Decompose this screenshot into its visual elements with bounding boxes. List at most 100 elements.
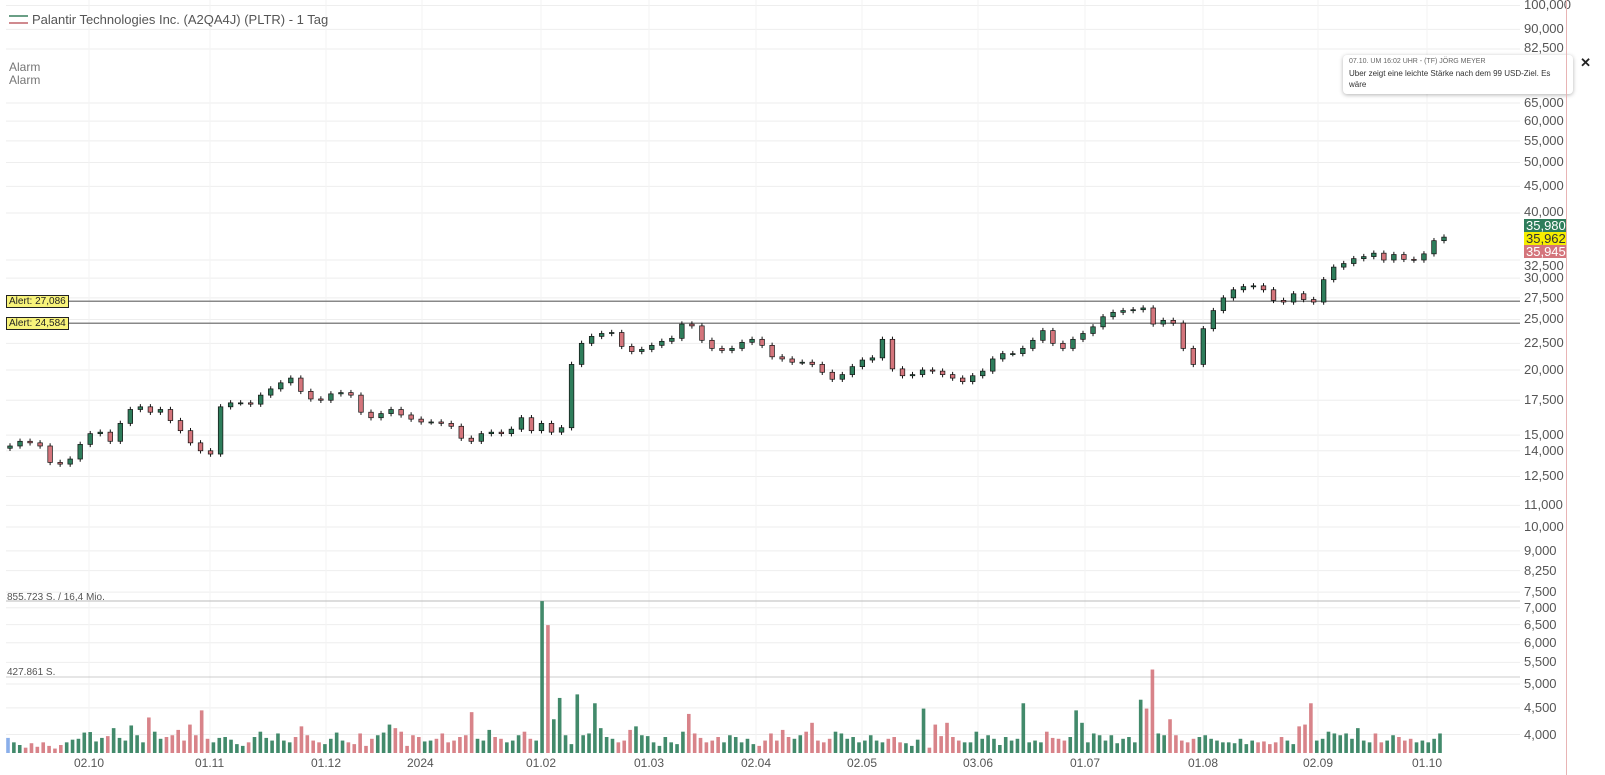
volume-bar bbox=[1209, 738, 1213, 753]
candle bbox=[1240, 286, 1247, 291]
volume-bar bbox=[1003, 737, 1008, 753]
volume-bar bbox=[1402, 740, 1407, 753]
volume-bar bbox=[622, 740, 627, 753]
y-tick-label: 4,500 bbox=[1524, 700, 1557, 715]
volume-bar bbox=[1314, 740, 1319, 753]
candle bbox=[1170, 320, 1176, 324]
candle bbox=[548, 423, 555, 433]
candle bbox=[1270, 289, 1277, 301]
volume-bar bbox=[546, 625, 550, 753]
candle bbox=[1010, 353, 1016, 355]
y-tick-label: 6,500 bbox=[1524, 617, 1557, 632]
volume-bar bbox=[358, 733, 362, 753]
volume-bar bbox=[1103, 740, 1108, 753]
volume-bar bbox=[152, 731, 157, 753]
volume-bar bbox=[874, 740, 879, 753]
candle bbox=[157, 409, 164, 413]
volume-bar bbox=[487, 729, 492, 753]
candle bbox=[1180, 322, 1186, 349]
volume-bar bbox=[393, 728, 398, 753]
volume-bar bbox=[282, 740, 286, 753]
volume-bar bbox=[1414, 742, 1419, 753]
volume-bar bbox=[1268, 744, 1272, 753]
volume-bar bbox=[1039, 742, 1043, 753]
candle bbox=[1080, 333, 1086, 340]
candle bbox=[1150, 307, 1156, 325]
candle bbox=[629, 346, 635, 352]
candle bbox=[970, 375, 976, 382]
candle bbox=[659, 340, 665, 346]
volume-bar bbox=[1279, 737, 1284, 753]
volume-bar bbox=[493, 737, 497, 753]
volume-bar bbox=[857, 742, 861, 753]
volume-bar bbox=[147, 717, 151, 753]
volume-bar bbox=[1138, 699, 1143, 753]
price-tag: 35,980 bbox=[1524, 218, 1566, 233]
news-tooltip[interactable]: 07.10. UM 16:02 UHR - (TF) JÖRG MEYER Ub… bbox=[1343, 55, 1591, 94]
candle bbox=[518, 417, 525, 430]
volume-bar bbox=[182, 740, 186, 753]
close-icon[interactable]: ✕ bbox=[1580, 55, 1591, 70]
price-tag: 35,945 bbox=[1524, 244, 1566, 259]
candle bbox=[719, 348, 725, 351]
candle bbox=[1190, 348, 1196, 365]
candle bbox=[990, 358, 996, 372]
candle bbox=[177, 420, 184, 432]
candle bbox=[699, 325, 705, 341]
candle bbox=[388, 409, 394, 414]
y-tick-label: 25,000 bbox=[1524, 311, 1564, 326]
volume-bar bbox=[82, 732, 87, 753]
alert-tag[interactable]: Alert: 24,584 bbox=[6, 317, 69, 331]
candle bbox=[1361, 256, 1367, 259]
volume-bar bbox=[475, 738, 480, 753]
x-tick-label: 01.03 bbox=[634, 756, 665, 770]
volume-bar bbox=[387, 724, 392, 753]
volume-bar bbox=[904, 743, 908, 753]
candle bbox=[207, 450, 214, 455]
volume-bar bbox=[1203, 735, 1208, 753]
volume-bar bbox=[176, 729, 180, 753]
candle bbox=[248, 402, 254, 405]
volume-bar bbox=[681, 731, 685, 753]
y-tick-label: 90,000 bbox=[1524, 21, 1564, 36]
candle bbox=[227, 402, 234, 408]
y-tick-label: 50,000 bbox=[1524, 154, 1564, 169]
volume-bar bbox=[270, 740, 274, 753]
volume-bar bbox=[733, 737, 738, 753]
volume-bar bbox=[974, 731, 979, 753]
volume-bar bbox=[53, 748, 57, 753]
candle bbox=[1321, 279, 1327, 303]
volume-bar bbox=[686, 713, 691, 753]
volume-bar bbox=[581, 735, 585, 753]
volume-bar bbox=[1062, 740, 1067, 753]
volume-bar bbox=[1244, 744, 1249, 753]
volume-bar bbox=[739, 742, 744, 753]
candle bbox=[578, 342, 585, 365]
volume-bar bbox=[1426, 742, 1431, 753]
candle bbox=[278, 382, 284, 390]
candle bbox=[488, 431, 494, 435]
alert-tag[interactable]: Alert: 27,086 bbox=[6, 295, 69, 309]
volume-bar bbox=[851, 737, 855, 753]
candle bbox=[1130, 309, 1136, 312]
volume-bar bbox=[763, 740, 767, 753]
volume-bar bbox=[1250, 740, 1254, 753]
x-tick-label: 01.10 bbox=[1412, 756, 1443, 770]
candle bbox=[57, 462, 63, 465]
candle bbox=[107, 431, 113, 442]
volume-bar bbox=[287, 742, 292, 753]
candle bbox=[739, 341, 745, 349]
volume-bar bbox=[1174, 735, 1178, 753]
volume-bar bbox=[1091, 733, 1096, 753]
candle bbox=[508, 428, 515, 435]
volume-bar bbox=[522, 731, 527, 753]
volume-bar bbox=[1197, 737, 1202, 753]
volume-bar bbox=[757, 745, 762, 753]
candle bbox=[689, 323, 695, 327]
candle bbox=[929, 369, 936, 372]
volume-bar bbox=[1133, 742, 1137, 753]
news-text[interactable]: Uber zeigt eine leichte Stärke nach dem … bbox=[1349, 69, 1551, 89]
candle bbox=[428, 421, 434, 424]
volume-bar bbox=[1373, 733, 1378, 753]
